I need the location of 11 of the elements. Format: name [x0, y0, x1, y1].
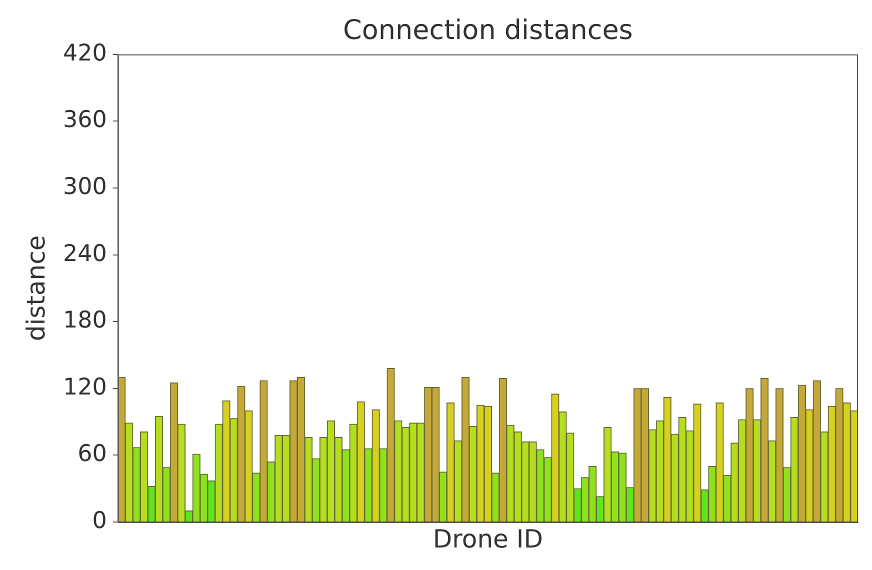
- y-tick-label: 0: [92, 508, 107, 534]
- y-tick-label: 240: [62, 240, 107, 267]
- y-tick-label: 420: [62, 40, 107, 66]
- y-axis-title: distance: [22, 235, 50, 342]
- y-tick-label: 120: [62, 374, 107, 400]
- y-tick-label: 60: [78, 441, 107, 468]
- y-tick-label: 360: [62, 107, 107, 134]
- chart-title: Connection distances: [343, 15, 633, 46]
- y-tick-label: 300: [62, 174, 107, 200]
- y-tick-label: 180: [62, 308, 107, 334]
- x-axis-title: Drone ID: [432, 524, 543, 554]
